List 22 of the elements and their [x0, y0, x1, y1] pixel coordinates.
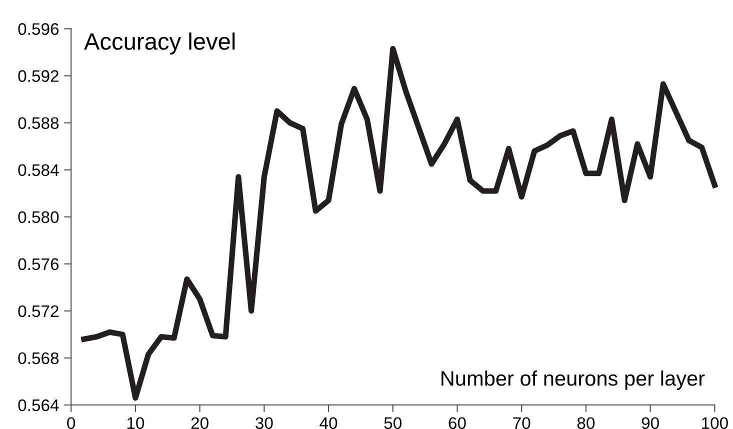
x-tick-label: 0 [67, 417, 76, 429]
x-tick-label: 20 [191, 417, 208, 429]
x-tick-label: 90 [642, 417, 659, 429]
x-tick-label: 40 [320, 417, 338, 429]
x-tick-label: 50 [384, 417, 402, 429]
y-tick-label: 0.596 [18, 23, 59, 35]
y-tick-label: 0.584 [18, 164, 59, 176]
y-axis-title: Accuracy level [84, 32, 235, 55]
x-tick-label: 10 [127, 417, 144, 429]
x-tick-label: 80 [577, 417, 595, 429]
y-tick-label: 0.588 [18, 117, 59, 130]
y-tick-label: 0.564 [18, 399, 59, 412]
x-tick-label: 70 [513, 417, 530, 429]
x-tick-label: 100 [702, 417, 728, 429]
y-tick-label: 0.572 [18, 305, 58, 318]
y-tick-label: 0.592 [18, 70, 58, 82]
y-tick-label: 0.568 [18, 352, 59, 364]
x-tick-label: 30 [256, 417, 273, 429]
x-tick-label: 60 [448, 417, 466, 429]
y-tick-label: 0.576 [18, 258, 59, 270]
x-axis-title: Number of neurons per layer [442, 370, 705, 390]
y-tick-label: 0.580 [18, 211, 59, 224]
